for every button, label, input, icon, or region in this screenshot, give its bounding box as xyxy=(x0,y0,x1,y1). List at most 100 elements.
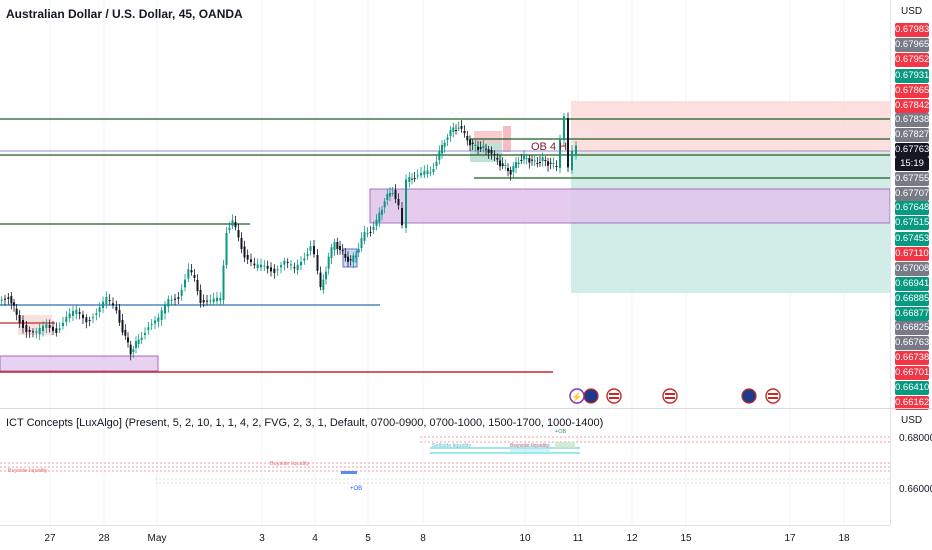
candle-body xyxy=(355,255,357,258)
candle-body xyxy=(154,320,156,324)
candle-body xyxy=(487,149,490,153)
candle-body xyxy=(102,301,104,308)
candle-body xyxy=(237,230,240,238)
indicator-title[interactable]: ICT Concepts [LuxAlgo] (Present, 5, 2, 1… xyxy=(6,417,604,429)
fvg-zone-left xyxy=(0,355,159,372)
candle-body xyxy=(225,232,228,265)
candle-body xyxy=(423,171,426,175)
candle-body xyxy=(260,264,262,268)
candle-body xyxy=(187,269,190,279)
candle-body xyxy=(383,201,386,208)
candle-body xyxy=(441,145,443,154)
candle-body xyxy=(544,160,547,161)
candle-body xyxy=(460,126,463,129)
candle-body xyxy=(98,307,101,312)
main-chart-pane[interactable]: OB 4 H ⚡ Australian Dollar / U.S. Dollar… xyxy=(0,0,890,408)
candle-body xyxy=(231,220,234,226)
candle-body xyxy=(115,306,118,311)
candle-body xyxy=(160,310,163,320)
indicator-axis[interactable]: USD 0.68000 0.66000 xyxy=(890,409,932,525)
candle-body xyxy=(559,139,561,168)
candle-body xyxy=(477,146,479,150)
candle-body xyxy=(507,168,509,171)
candle-body xyxy=(228,227,231,230)
candle-body xyxy=(132,349,135,352)
price-tag: 0.66701 xyxy=(895,366,930,380)
candle-body xyxy=(391,192,394,194)
candle-body xyxy=(363,231,366,241)
ob-label-bottom: +OB xyxy=(350,486,362,492)
candle-body xyxy=(306,253,309,256)
candle-body xyxy=(457,127,460,129)
candle-body xyxy=(193,275,196,278)
candle-body xyxy=(243,246,246,258)
time-tick: 11 xyxy=(572,533,584,544)
candle-body xyxy=(405,179,407,228)
price-tag: 0.66825 xyxy=(895,321,930,335)
price-axis[interactable]: USD 0.67983 0.67965 0.67952 0.67931 0.67865 0… xyxy=(890,0,932,410)
candle-body xyxy=(525,158,528,160)
indicator-svg: Sellside liquidity Buyside liquidity Buy… xyxy=(0,409,890,525)
candle-body xyxy=(88,320,91,321)
candle-body xyxy=(38,328,41,334)
pane-separator[interactable] xyxy=(0,408,932,409)
buyside-liquidity-label-left: Buyside liquidity xyxy=(8,468,48,474)
time-tick: 5 xyxy=(365,533,371,544)
indicator-axis-label-low: 0.66000 xyxy=(899,484,932,495)
candle-body xyxy=(319,272,322,288)
ob-box-pink xyxy=(474,131,502,143)
price-tag: 0.66738 xyxy=(895,351,930,365)
candle-body xyxy=(240,238,243,250)
candle-body xyxy=(0,299,3,301)
candle-body xyxy=(216,297,218,302)
candle-body xyxy=(75,309,78,314)
candle-body xyxy=(95,313,98,315)
candle-body xyxy=(536,163,539,165)
candle-body xyxy=(190,270,193,273)
candle-body xyxy=(140,337,143,340)
candle-body xyxy=(286,262,289,263)
candle-body xyxy=(234,222,237,228)
candle-body xyxy=(290,264,292,266)
time-tick: 28 xyxy=(98,533,110,544)
candle-body xyxy=(65,317,68,322)
buyside-liquidity-label-top: Buyside liquidity xyxy=(510,443,550,449)
candle-body xyxy=(82,314,84,319)
candle-body xyxy=(322,279,325,290)
price-tag: 0.67763 xyxy=(895,143,930,157)
candle-body xyxy=(135,341,137,348)
candle-body xyxy=(333,241,336,250)
price-tag: 0.67983 xyxy=(895,23,930,37)
candle-body xyxy=(347,256,349,262)
price-tag: 0.67838 xyxy=(895,113,930,127)
candle-body xyxy=(435,161,438,166)
candle-body xyxy=(25,325,28,333)
candle-body xyxy=(58,328,61,330)
candle-body xyxy=(180,289,183,296)
candle-body xyxy=(426,170,429,174)
candle-body xyxy=(515,162,517,168)
price-tag: 0.67453 xyxy=(895,232,930,246)
candle-body xyxy=(13,302,15,306)
candle-body xyxy=(273,268,276,273)
candle-body xyxy=(520,160,523,161)
candle-body xyxy=(316,255,319,271)
candle-body xyxy=(105,297,108,304)
candle-body xyxy=(313,246,315,255)
candle-body xyxy=(174,298,176,300)
candle-body xyxy=(199,290,202,303)
indicator-axis-label-high: 0.68000 xyxy=(899,433,932,444)
candle-body xyxy=(296,264,299,270)
candle-body xyxy=(118,310,121,323)
candle-body xyxy=(280,265,282,268)
time-tick: 15 xyxy=(680,533,692,544)
time-axis[interactable]: 27 28 May 3 4 5 8 10 11 12 15 17 18 xyxy=(0,525,890,550)
candle-body xyxy=(341,250,344,252)
candle-body xyxy=(443,142,446,147)
fvg-zone-main xyxy=(369,188,890,224)
candle-body xyxy=(336,242,339,249)
candle-body xyxy=(339,246,341,250)
candle-body xyxy=(482,145,485,148)
candle-body xyxy=(250,259,252,263)
indicator-pane[interactable]: Sellside liquidity Buyside liquidity Buy… xyxy=(0,409,890,525)
